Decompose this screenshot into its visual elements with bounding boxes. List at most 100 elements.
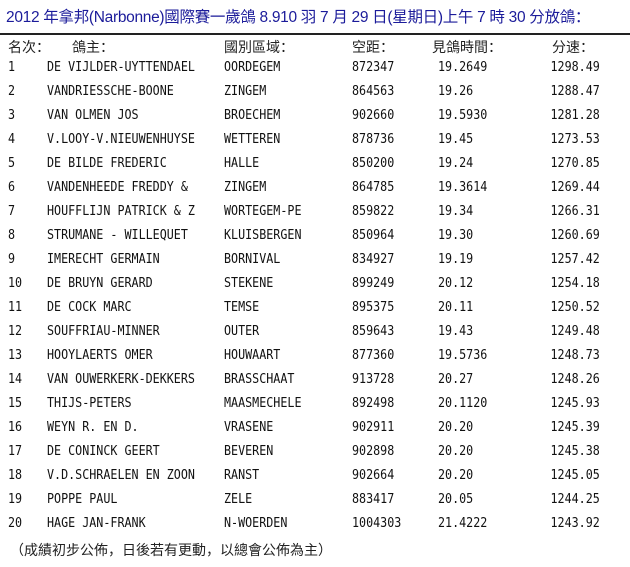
cell-distance: 892498 — [352, 396, 395, 411]
cell-rank: 2 — [8, 84, 16, 99]
cell-rank: 16 — [8, 420, 23, 435]
cell-time: 20.11 — [438, 300, 474, 315]
cell-region: ZELE — [224, 492, 253, 507]
cell-distance: 877360 — [352, 348, 395, 363]
divider — [0, 33, 630, 35]
cell-region: VRASENE — [224, 420, 274, 435]
cell-region: TEMSE — [224, 300, 260, 315]
table-row: 16 WEYN R. EN D. VRASENE 902911 20.20 1245.39 — [0, 416, 630, 440]
cell-speed: 1244.25 — [550, 492, 600, 507]
cell-rank: 9 — [8, 252, 16, 267]
header-owner: 鴿主： — [72, 40, 114, 56]
cell-rank: 8 — [8, 228, 16, 243]
table-row: 13 HOOYLAERTS OMER HOUWAART 877360 19.5736 12… — [0, 344, 630, 368]
table-row: 6 VANDENHEEDE FREDDY & ZINGEM 864785 19.3614… — [0, 176, 630, 200]
cell-distance: 902911 — [352, 420, 395, 435]
cell-region: RANST — [224, 468, 260, 483]
table-row: 9 IMERECHT GERMAIN BORNIVAL 834927 19.19 1257… — [0, 248, 630, 272]
footnote: （成績初步公佈，日後若有更動，以總會公佈為主） — [10, 543, 332, 559]
cell-rank: 6 — [8, 180, 16, 195]
cell-distance: 872347 — [352, 60, 395, 75]
cell-owner: WEYN R. EN D. — [47, 420, 139, 435]
cell-owner: HOOYLAERTS OMER — [47, 348, 153, 363]
header-region: 國別區域： — [224, 40, 294, 56]
cell-distance: 864785 — [352, 180, 395, 195]
cell-rank: 7 — [8, 204, 16, 219]
cell-time: 20.12 — [438, 276, 474, 291]
table-row: 17 DE CONINCK GEERT BEVEREN 902898 20.20 1245… — [0, 440, 630, 464]
cell-distance: 883417 — [352, 492, 395, 507]
cell-owner: POPPE PAUL — [47, 492, 118, 507]
cell-time: 19.45 — [438, 132, 474, 147]
cell-speed: 1260.69 — [550, 228, 600, 243]
table-row: 4 V.LOOY-V.NIEUWENHUYSE WETTEREN 878736 19.4… — [0, 128, 630, 152]
cell-speed: 1298.49 — [550, 60, 600, 75]
cell-speed: 1288.47 — [550, 84, 600, 99]
cell-distance: 859822 — [352, 204, 395, 219]
cell-speed: 1249.48 — [550, 324, 600, 339]
cell-region: OUTER — [224, 324, 260, 339]
cell-speed: 1245.93 — [550, 396, 600, 411]
cell-time: 19.3614 — [438, 180, 488, 195]
cell-owner: V.D.SCHRAELEN EN ZOON — [47, 468, 195, 483]
cell-owner: VAN OUWERKERK-DEKKERS — [47, 372, 195, 387]
cell-time: 19.19 — [438, 252, 474, 267]
cell-speed: 1269.44 — [550, 180, 600, 195]
cell-speed: 1245.05 — [550, 468, 600, 483]
table-row: 19 POPPE PAUL ZELE 883417 20.05 1244.25 — [0, 488, 630, 512]
cell-time: 19.34 — [438, 204, 474, 219]
cell-rank: 19 — [8, 492, 23, 507]
table-row: 2 VANDRIESSCHE-BOONE ZINGEM 864563 19.26 1288… — [0, 80, 630, 104]
cell-rank: 4 — [8, 132, 16, 147]
header-time: 見鴿時間： — [432, 40, 502, 56]
cell-rank: 14 — [8, 372, 23, 387]
cell-rank: 17 — [8, 444, 23, 459]
table-row: 12 SOUFFRIAU-MINNER OUTER 859643 19.43 1249.4… — [0, 320, 630, 344]
cell-time: 19.30 — [438, 228, 474, 243]
cell-owner: DE CONINCK GEERT — [47, 444, 160, 459]
cell-rank: 18 — [8, 468, 23, 483]
cell-speed: 1257.42 — [550, 252, 600, 267]
cell-speed: 1273.53 — [550, 132, 600, 147]
table-row: 14 VAN OUWERKERK-DEKKERS BRASSCHAAT 913728 2… — [0, 368, 630, 392]
cell-speed: 1254.18 — [550, 276, 600, 291]
table-row: 18 V.D.SCHRAELEN EN ZOON RANST 902664 20.20 1… — [0, 464, 630, 488]
cell-distance: 1004303 — [352, 516, 402, 531]
cell-distance: 902660 — [352, 108, 395, 123]
cell-distance: 834927 — [352, 252, 395, 267]
cell-speed: 1245.38 — [550, 444, 600, 459]
cell-time: 19.5930 — [438, 108, 488, 123]
cell-region: BORNIVAL — [224, 252, 281, 267]
table-row: 11 DE COCK MARC TEMSE 895375 20.11 1250.52 — [0, 296, 630, 320]
header-rank: 名次： — [8, 40, 50, 56]
cell-rank: 20 — [8, 516, 23, 531]
cell-owner: V.LOOY-V.NIEUWENHUYSE — [47, 132, 195, 147]
cell-region: ZINGEM — [224, 84, 267, 99]
cell-owner: DE VIJLDER-UYTTENDAEL — [47, 60, 195, 75]
cell-rank: 5 — [8, 156, 16, 171]
cell-rank: 3 — [8, 108, 16, 123]
cell-region: HOUWAART — [224, 348, 281, 363]
cell-owner: SOUFFRIAU-MINNER — [47, 324, 160, 339]
cell-distance: 902898 — [352, 444, 395, 459]
table-row: 1 DE VIJLDER-UYTTENDAEL OORDEGEM 872347 19.2… — [0, 56, 630, 80]
table-row: 3 VAN OLMEN JOS BROECHEM 902660 19.5930 1281.… — [0, 104, 630, 128]
cell-region: ZINGEM — [224, 180, 267, 195]
cell-speed: 1270.85 — [550, 156, 600, 171]
cell-owner: DE BRUYN GERARD — [47, 276, 153, 291]
cell-time: 19.24 — [438, 156, 474, 171]
cell-rank: 11 — [8, 300, 23, 315]
cell-distance: 878736 — [352, 132, 395, 147]
table-row: 5 DE BILDE FREDERIC HALLE 850200 19.24 1270.8… — [0, 152, 630, 176]
cell-region: BROECHEM — [224, 108, 281, 123]
cell-distance: 899249 — [352, 276, 395, 291]
cell-distance: 902664 — [352, 468, 395, 483]
cell-distance: 859643 — [352, 324, 395, 339]
cell-distance: 864563 — [352, 84, 395, 99]
cell-region: KLUISBERGEN — [224, 228, 302, 243]
cell-time: 19.43 — [438, 324, 474, 339]
cell-region: HALLE — [224, 156, 260, 171]
cell-distance: 850964 — [352, 228, 395, 243]
cell-speed: 1248.26 — [550, 372, 600, 387]
cell-owner: HAGE JAN-FRANK — [47, 516, 146, 531]
